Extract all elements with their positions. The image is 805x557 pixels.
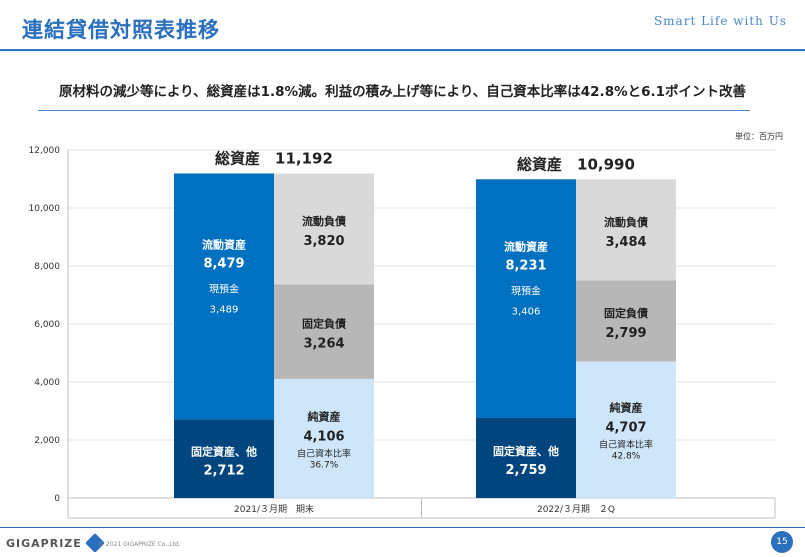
total-assets-label: 総資産 10,990 xyxy=(517,155,635,173)
current-assets-value: 8,231 xyxy=(505,259,546,274)
bar-current-liabilities xyxy=(576,179,676,281)
fixed-assets-label: 固定資産、他 xyxy=(493,444,559,458)
net-assets-value: 4,106 xyxy=(303,429,344,444)
company-logo: GIGAPRIZE xyxy=(6,533,105,553)
bar-current-liabilities xyxy=(274,173,374,285)
x-category-label: 2022/３月期 ２Q xyxy=(537,504,615,515)
fixed-assets-label: 固定資産、他 xyxy=(191,445,257,459)
bar-fixed-assets xyxy=(476,417,576,498)
summary-text: 原材料の減少等により、総資産は1.8%減。利益の積み上げ等により、自己資本比率は… xyxy=(58,84,747,100)
copyright: © 2021 GIGAPRIZE Co.,Ltd. xyxy=(98,541,181,548)
fixed-liabilities-label: 固定負債 xyxy=(302,317,346,331)
equity-ratio-value: 36.7% xyxy=(310,460,339,470)
current-liabilities-value: 3,820 xyxy=(303,234,344,249)
fixed-assets-value: 2,712 xyxy=(203,464,244,479)
cash-label: 現預金 xyxy=(511,285,541,298)
equity-ratio-label: 自己資本比率 xyxy=(599,439,653,451)
current-liabilities-label: 流動負債 xyxy=(302,214,346,228)
bar-fixed-liabilities xyxy=(274,284,374,379)
cash-value: 3,489 xyxy=(210,304,239,315)
y-tick-label: 8,000 xyxy=(34,262,60,272)
bar-current-assets xyxy=(174,173,274,420)
unit-label: 単位：百万円 xyxy=(735,132,783,141)
fixed-assets-value: 2,759 xyxy=(505,463,546,478)
current-liabilities-label: 流動負債 xyxy=(604,215,648,229)
y-tick-label: 10,000 xyxy=(29,204,61,214)
title-divider xyxy=(0,49,805,51)
bar-net-assets xyxy=(274,378,374,498)
current-assets-value: 8,479 xyxy=(203,256,244,271)
logo-text: GIGAPRIZE xyxy=(6,536,82,550)
fixed-liabilities-value: 2,799 xyxy=(605,326,646,341)
y-tick-label: 2,000 xyxy=(34,436,60,446)
y-tick-label: 6,000 xyxy=(34,320,60,330)
balance-sheet-chart: 0 2,000 4,000 6,000 8,000 10,000 12,000 固定資産、他 2… xyxy=(29,146,776,519)
cash-value: 3,406 xyxy=(512,307,541,318)
equity-ratio-label: 自己資本比率 xyxy=(297,447,351,459)
summary-divider xyxy=(38,110,750,111)
current-liabilities-value: 3,484 xyxy=(605,235,646,250)
cash-label: 現預金 xyxy=(209,282,239,295)
bar-fixed-assets xyxy=(174,419,274,498)
bar-current-assets xyxy=(476,179,576,418)
net-assets-label: 純資産 xyxy=(610,401,643,415)
current-assets-label: 流動資産 xyxy=(202,237,246,251)
net-assets-label: 純資産 xyxy=(308,409,341,423)
y-tick-label: 0 xyxy=(54,494,60,504)
brand-tagline: Smart Life with Us xyxy=(653,14,787,28)
total-assets-label: 総資産 11,192 xyxy=(215,149,333,167)
page-number: 15 xyxy=(771,531,793,553)
equity-ratio-value: 42.8% xyxy=(612,452,641,462)
fixed-liabilities-value: 3,264 xyxy=(303,337,344,352)
y-tick-label: 12,000 xyxy=(29,146,61,156)
footer-divider xyxy=(0,527,805,528)
current-assets-label: 流動資産 xyxy=(504,240,548,254)
y-tick-label: 4,000 xyxy=(34,378,60,388)
bar-fixed-liabilities xyxy=(576,280,676,362)
net-assets-value: 4,707 xyxy=(605,421,646,436)
x-category-label: 2021/３月期 期末 xyxy=(234,503,314,515)
page-title: 連結貸借対照表推移 xyxy=(22,18,220,42)
bar-net-assets xyxy=(576,361,676,498)
fixed-liabilities-label: 固定負債 xyxy=(604,306,648,320)
